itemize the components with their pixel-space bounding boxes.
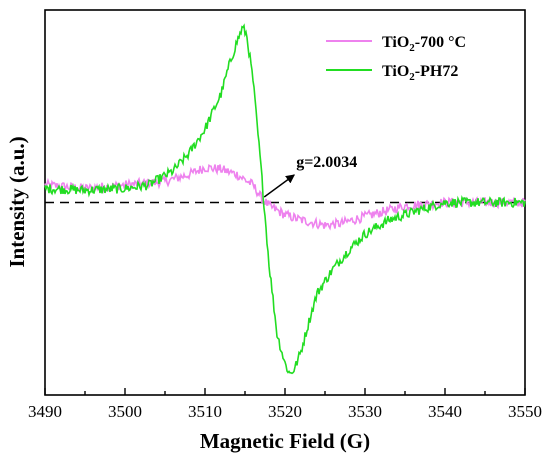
annotation-arrow [263, 174, 296, 198]
x-tick-label-3520: 3520 [268, 402, 302, 421]
x-tick-label-3490: 3490 [28, 402, 62, 421]
annotation-label: g=2.0034 [296, 154, 357, 171]
x-axis-tick-labels: 3490 3500 3510 3520 3530 3540 3550 [28, 402, 542, 421]
legend-label-tio2-ph72: TiO2-PH72 [382, 63, 458, 83]
x-tick-label-3550: 3550 [508, 402, 542, 421]
legend: TiO2-700 °C TiO2-PH72 [326, 34, 466, 83]
x-axis-ticks [44, 388, 526, 395]
x-tick-label-3530: 3530 [348, 402, 382, 421]
x-tick-label-3500: 3500 [108, 402, 142, 421]
legend-label-tio2-700c: TiO2-700 °C [382, 34, 466, 54]
x-tick-label-3510: 3510 [188, 402, 222, 421]
x-tick-label-3540: 3540 [428, 402, 462, 421]
series-line-tio2-ph72 [44, 23, 526, 375]
y-axis-title: Intensity (a.u.) [5, 136, 29, 267]
x-axis-title: Magnetic Field (G) [200, 429, 370, 453]
series-line-tio2-700c [44, 163, 526, 231]
